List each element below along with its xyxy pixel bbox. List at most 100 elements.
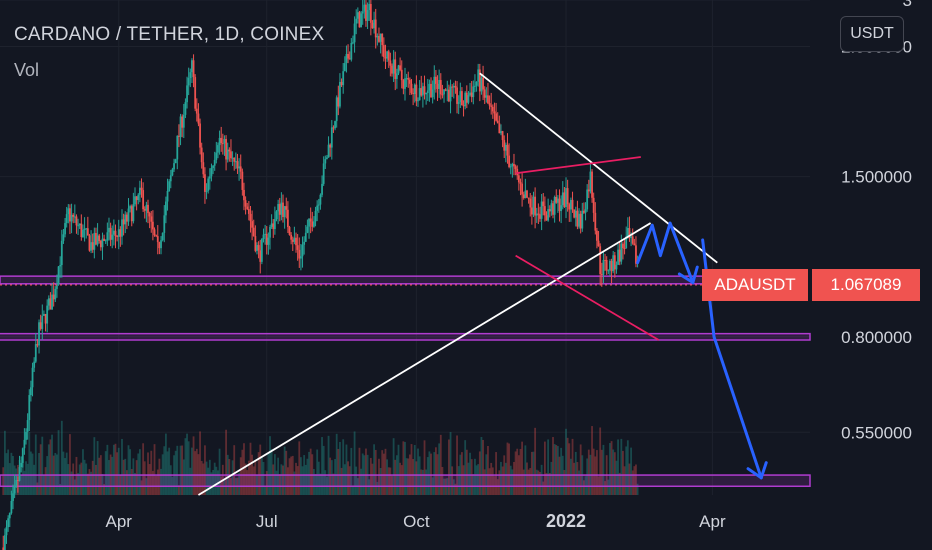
candle-body xyxy=(130,206,133,222)
candle-body xyxy=(425,93,428,95)
currency-button[interactable]: USDT xyxy=(840,16,904,52)
candle-body xyxy=(236,161,239,169)
volume-bars xyxy=(2,420,639,495)
candle-body xyxy=(184,102,187,115)
candle-body xyxy=(392,59,395,74)
time-tick-label: Apr xyxy=(699,512,726,531)
candle-body xyxy=(165,201,167,216)
volume-bar xyxy=(374,449,377,495)
volume-bar xyxy=(98,457,101,495)
volume-bar xyxy=(530,451,533,495)
candle-body xyxy=(527,197,530,199)
candle-body xyxy=(493,111,496,114)
candle-body xyxy=(23,439,26,449)
candle-body xyxy=(217,145,219,153)
volume-bar xyxy=(412,459,415,495)
volume-bar xyxy=(262,461,265,495)
candle-body xyxy=(39,322,42,329)
volume-bar xyxy=(95,464,97,495)
candle-body xyxy=(109,227,112,240)
volume-bar xyxy=(368,479,371,495)
candle-body xyxy=(191,60,193,73)
candle-body xyxy=(95,232,97,245)
volume-bar xyxy=(41,436,44,495)
candle-body xyxy=(273,219,276,230)
candle-body xyxy=(560,205,563,212)
volume-bar xyxy=(435,447,437,495)
time-axis[interactable]: Apr Jul Oct 2022 Apr xyxy=(106,511,726,531)
candle-body xyxy=(556,198,559,203)
candle-body xyxy=(233,157,236,162)
candle-body xyxy=(181,116,184,128)
candle-body xyxy=(99,240,102,248)
candle-body xyxy=(59,265,62,267)
candle-body xyxy=(498,123,501,134)
volume-bar xyxy=(615,460,618,495)
candle-body xyxy=(379,33,382,42)
volume-bar xyxy=(43,475,45,495)
volume-bar xyxy=(410,444,413,495)
volume-bar xyxy=(623,466,626,495)
candle-body xyxy=(451,86,454,88)
volume-bar xyxy=(239,457,242,495)
volume-bar xyxy=(25,461,27,495)
candle-body xyxy=(488,103,491,106)
volume-bar xyxy=(114,443,117,495)
volume-bar xyxy=(500,461,502,495)
candle-body xyxy=(225,139,227,160)
candle-body xyxy=(630,236,632,238)
volume-bar xyxy=(293,471,296,495)
volume-bar xyxy=(583,480,585,495)
volume-bar xyxy=(231,460,234,495)
volume-bar xyxy=(571,438,574,495)
candle-body xyxy=(607,270,610,272)
candle-body xyxy=(586,189,589,210)
candle-body xyxy=(16,479,19,481)
candle-body xyxy=(275,211,278,220)
candle-body xyxy=(561,192,564,206)
volume-bar xyxy=(332,473,335,495)
volume-bar xyxy=(426,457,429,495)
volume-bar xyxy=(304,464,307,495)
candle-body xyxy=(101,238,104,248)
volume-indicator-label[interactable]: Vol xyxy=(14,60,40,80)
candle-body xyxy=(483,89,486,98)
volume-bar xyxy=(165,433,167,495)
volume-bar xyxy=(371,463,374,495)
candle-body xyxy=(482,77,484,90)
candle-body xyxy=(148,213,151,217)
candle-body xyxy=(366,10,369,21)
volume-bar xyxy=(26,463,29,495)
volume-bar xyxy=(286,467,289,495)
candle-body xyxy=(631,236,634,244)
candle-body xyxy=(413,84,416,95)
candle-body xyxy=(143,209,146,211)
candle-body xyxy=(469,92,471,96)
candle-body xyxy=(205,190,208,192)
candle-body xyxy=(98,235,101,241)
candle-body xyxy=(574,210,577,218)
candle-body xyxy=(38,322,40,346)
candle-body xyxy=(501,131,504,141)
candle-body xyxy=(239,166,242,172)
candle-body xyxy=(522,194,525,199)
candle-body xyxy=(478,69,481,92)
candle-body xyxy=(176,135,179,160)
candle-body xyxy=(345,54,348,64)
volume-bar xyxy=(182,459,185,495)
candle-body xyxy=(322,163,325,184)
volume-bar xyxy=(532,451,535,495)
volume-bar xyxy=(317,461,320,495)
candle-body xyxy=(212,165,214,169)
volume-bar xyxy=(151,470,154,495)
candle-body xyxy=(251,221,254,228)
candle-body xyxy=(563,192,566,207)
volume-bar xyxy=(461,452,463,495)
volume-bar xyxy=(470,459,473,495)
candle-body xyxy=(500,131,502,134)
volume-bar xyxy=(20,474,23,495)
candle-body xyxy=(405,78,408,80)
candle-body xyxy=(213,159,216,166)
volume-bar xyxy=(604,481,606,495)
volume-bar xyxy=(560,447,563,495)
